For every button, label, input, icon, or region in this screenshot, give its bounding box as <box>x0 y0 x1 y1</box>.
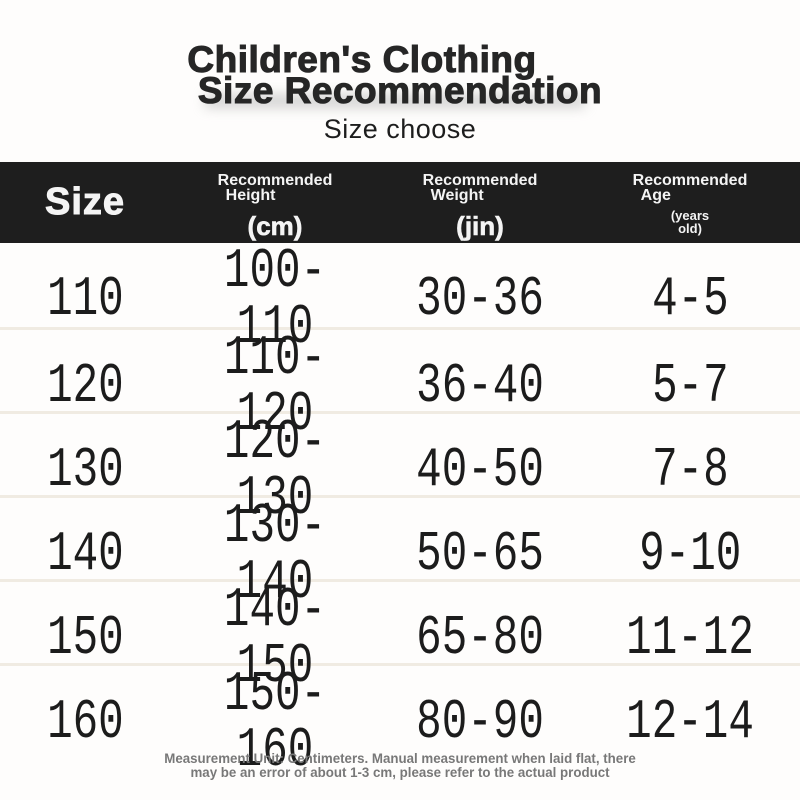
cell-age: 5-7 <box>651 354 729 418</box>
page-subtitle: Size choose <box>323 114 477 144</box>
cell-size: 150 <box>46 606 124 670</box>
title-highlight-bar <box>205 94 585 108</box>
table-header: Size Recommended Height (cm) Recommended… <box>0 162 800 243</box>
cell-size: 110 <box>46 267 124 331</box>
measurement-note: Measurement Unit: Centimeters. Manual me… <box>0 751 800 779</box>
cell-height: 140-150 <box>223 578 327 698</box>
column-header-weight: Recommended Weight (jin) <box>380 162 580 243</box>
title-block: Children's Clothing Size Recommendation … <box>0 39 800 145</box>
cell-height: 110-120 <box>223 326 327 446</box>
cell-age: 9-10 <box>638 522 742 586</box>
column-header-size: Size <box>0 162 170 243</box>
cell-size: 120 <box>46 354 124 418</box>
column-header-weight-unit: (jin) <box>456 211 504 242</box>
cell-height: 100-110 <box>223 239 327 359</box>
page-title-line1: Children's Clothing <box>187 39 537 80</box>
cell-age: 12-14 <box>626 690 754 754</box>
cell-size: 140 <box>46 522 124 586</box>
table-row: 160 150-160 80-90 12-14 <box>0 663 800 778</box>
page-title-line2: Size Recommendation <box>197 70 603 111</box>
column-header-height-unit: (cm) <box>247 211 303 242</box>
column-header-age: Recommended Age (years old) <box>580 162 800 243</box>
column-header-height-label: Recommended Height <box>217 172 333 204</box>
cell-weight: 40-50 <box>416 438 544 502</box>
table-row: 120 110-120 36-40 5-7 <box>0 327 800 442</box>
cell-height: 120-130 <box>223 410 327 530</box>
cell-size: 130 <box>46 438 124 502</box>
cell-weight: 80-90 <box>416 690 544 754</box>
table-row: 150 140-150 65-80 11-12 <box>0 579 800 694</box>
measurement-note-line1: Measurement Unit: Centimeters. Manual me… <box>164 750 636 766</box>
cell-height: 150-160 <box>223 662 327 782</box>
cell-size: 160 <box>46 690 124 754</box>
cell-age: 4-5 <box>651 267 729 331</box>
measurement-note-line2: may be an error of about 1-3 cm, please … <box>190 764 610 780</box>
column-header-size-label: Size <box>44 181 126 224</box>
cell-age: 11-12 <box>626 606 754 670</box>
column-header-age-label: Recommended Age <box>632 172 748 204</box>
cell-age: 7-8 <box>651 438 729 502</box>
table-row: 140 130-140 50-65 9-10 <box>0 495 800 610</box>
cell-weight: 30-36 <box>416 267 544 331</box>
cell-weight: 50-65 <box>416 522 544 586</box>
table-row: 110 100-110 30-36 4-5 <box>0 243 800 355</box>
column-header-height: Recommended Height (cm) <box>170 162 380 243</box>
table-row: 130 120-130 40-50 7-8 <box>0 411 800 526</box>
column-header-weight-label: Recommended Weight <box>422 172 538 204</box>
cell-height: 130-140 <box>223 494 327 614</box>
table-body: 110 100-110 30-36 4-5 120 110-120 36-40 … <box>0 243 800 778</box>
cell-weight: 65-80 <box>416 606 544 670</box>
cell-weight: 36-40 <box>416 354 544 418</box>
column-header-age-unit: (years old) <box>670 208 710 236</box>
